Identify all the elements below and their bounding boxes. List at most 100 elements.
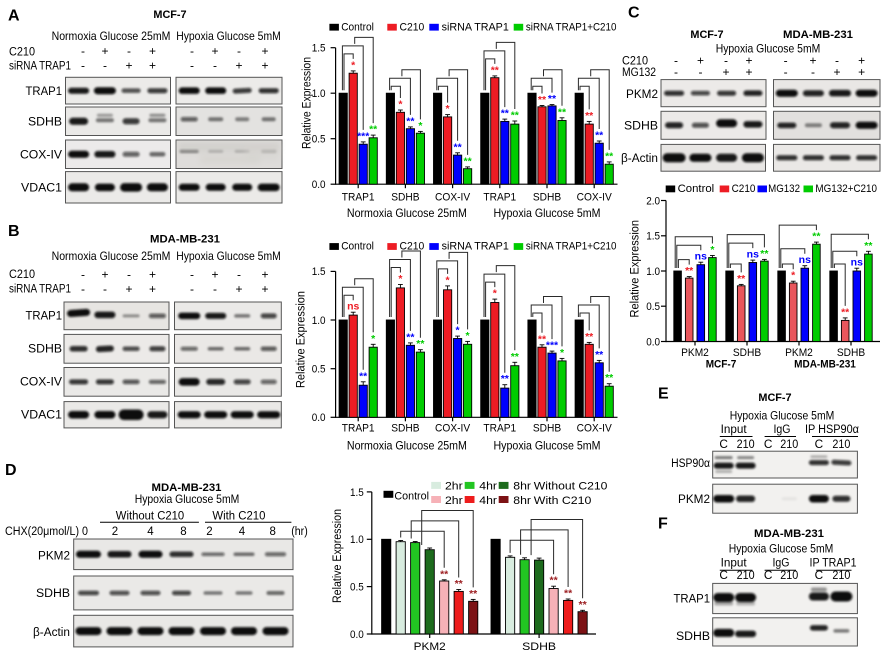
svg-text:4hr: 4hr bbox=[479, 495, 497, 507]
svg-text:**: ** bbox=[538, 333, 547, 345]
svg-text:-: - bbox=[127, 44, 131, 58]
svg-text:-: - bbox=[724, 53, 728, 67]
svg-text:**: ** bbox=[864, 240, 873, 252]
svg-text:COX-IV: COX-IV bbox=[435, 192, 471, 204]
svg-text:ns: ns bbox=[799, 254, 811, 266]
svg-text:siRNA TRAP1: siRNA TRAP1 bbox=[9, 61, 71, 73]
svg-text:210: 210 bbox=[737, 437, 755, 451]
svg-text:-: - bbox=[103, 59, 107, 73]
svg-text:C210: C210 bbox=[9, 269, 35, 281]
svg-text:-: - bbox=[81, 282, 85, 296]
svg-text:210: 210 bbox=[832, 568, 850, 582]
svg-text:*: * bbox=[418, 120, 423, 132]
svg-text:Hypoxia Glucose 5mM: Hypoxia Glucose 5mM bbox=[494, 440, 601, 453]
svg-text:VDAC1: VDAC1 bbox=[21, 410, 62, 422]
svg-text:SDHB: SDHB bbox=[391, 192, 419, 204]
svg-text:+: + bbox=[149, 268, 156, 282]
svg-text:*: * bbox=[466, 330, 471, 342]
svg-text:-: - bbox=[190, 44, 194, 58]
svg-text:TRAP1: TRAP1 bbox=[483, 192, 516, 204]
svg-text:Control: Control bbox=[678, 183, 715, 195]
svg-text:**: ** bbox=[595, 349, 604, 361]
svg-text:siRNA TRAP1+C210: siRNA TRAP1+C210 bbox=[526, 241, 617, 253]
svg-text:Hypoxia Glucose 5mM: Hypoxia Glucose 5mM bbox=[135, 493, 240, 506]
svg-text:B: B bbox=[8, 223, 20, 240]
svg-text:**: ** bbox=[558, 106, 567, 118]
svg-text:2hr: 2hr bbox=[445, 481, 463, 493]
svg-text:Normoxia Glucose 25mM: Normoxia Glucose 25mM bbox=[52, 250, 171, 263]
svg-text:With C210: With C210 bbox=[212, 511, 265, 523]
svg-text:+: + bbox=[261, 268, 268, 282]
svg-text:ns: ns bbox=[695, 251, 707, 263]
svg-text:IP HSP90α: IP HSP90α bbox=[805, 424, 859, 436]
svg-text:Control: Control bbox=[394, 490, 429, 502]
svg-text:C210: C210 bbox=[622, 55, 648, 67]
svg-text:+: + bbox=[858, 53, 865, 67]
svg-text:PKM2: PKM2 bbox=[678, 494, 710, 506]
svg-text:**: ** bbox=[605, 372, 614, 384]
svg-text:+: + bbox=[149, 282, 156, 296]
svg-text:MCF-7: MCF-7 bbox=[153, 9, 186, 21]
svg-text:**: ** bbox=[511, 351, 520, 363]
svg-text:C210: C210 bbox=[400, 241, 425, 253]
svg-text:Relative Expression: Relative Expression bbox=[296, 291, 308, 388]
svg-text:-: - bbox=[811, 65, 815, 79]
svg-text:VDAC1: VDAC1 bbox=[21, 182, 62, 194]
svg-text:*: * bbox=[446, 274, 451, 286]
svg-text:8hr: 8hr bbox=[513, 481, 531, 493]
svg-text:**: ** bbox=[491, 64, 500, 76]
svg-text:*: * bbox=[560, 347, 565, 359]
svg-text:210: 210 bbox=[780, 568, 798, 582]
svg-text:+: + bbox=[101, 268, 108, 282]
svg-text:SDHB: SDHB bbox=[733, 347, 761, 359]
svg-text:C210: C210 bbox=[732, 183, 756, 195]
svg-text:β-Actin: β-Actin bbox=[33, 627, 70, 639]
svg-text:**: ** bbox=[440, 568, 449, 580]
svg-text:CHX(20μmol/L) 0: CHX(20μmol/L) 0 bbox=[5, 526, 88, 538]
svg-text:MCF-7: MCF-7 bbox=[758, 392, 791, 404]
svg-text:HSP90α: HSP90α bbox=[671, 458, 710, 470]
svg-text:1.5: 1.5 bbox=[350, 487, 364, 499]
svg-text:TRAP1: TRAP1 bbox=[26, 86, 63, 98]
svg-text:SDHB: SDHB bbox=[837, 347, 865, 359]
svg-text:MDA-MB-231: MDA-MB-231 bbox=[754, 528, 824, 540]
svg-text:**: ** bbox=[369, 124, 378, 136]
svg-text:-: - bbox=[103, 282, 107, 296]
svg-text:Hypoxia Glucose 5mM: Hypoxia Glucose 5mM bbox=[494, 207, 601, 220]
svg-text:+: + bbox=[809, 53, 816, 67]
svg-text:With C210: With C210 bbox=[534, 495, 592, 507]
svg-text:IgG: IgG bbox=[773, 558, 790, 570]
svg-text:A: A bbox=[8, 8, 20, 25]
svg-text:**: ** bbox=[841, 306, 850, 318]
svg-text:+: + bbox=[722, 65, 729, 79]
svg-text:***: *** bbox=[357, 130, 370, 142]
svg-text:-: - bbox=[835, 53, 839, 67]
svg-text:β-Actin: β-Actin bbox=[621, 153, 658, 165]
svg-text:TRAP1: TRAP1 bbox=[26, 311, 63, 323]
svg-text:*: * bbox=[446, 103, 451, 115]
svg-text:-: - bbox=[237, 268, 241, 282]
svg-text:0.5: 0.5 bbox=[350, 582, 364, 594]
svg-text:SDHB: SDHB bbox=[676, 631, 710, 643]
svg-text:0.5: 0.5 bbox=[646, 301, 660, 313]
svg-text:-: - bbox=[699, 65, 703, 79]
svg-text:Input: Input bbox=[721, 424, 748, 436]
svg-text:8: 8 bbox=[180, 526, 186, 538]
svg-text:210: 210 bbox=[737, 568, 755, 582]
svg-text:***: *** bbox=[546, 340, 559, 352]
svg-text:+: + bbox=[697, 53, 704, 67]
svg-text:siRNA TRAP1+C210: siRNA TRAP1+C210 bbox=[526, 21, 617, 33]
svg-text:Control: Control bbox=[341, 21, 374, 33]
svg-text:MDA-MB-231: MDA-MB-231 bbox=[783, 29, 853, 41]
svg-text:-: - bbox=[190, 268, 194, 282]
svg-text:C: C bbox=[815, 437, 824, 451]
svg-text:-: - bbox=[674, 65, 678, 79]
svg-text:Relative Expression: Relative Expression bbox=[332, 509, 344, 603]
svg-text:C210: C210 bbox=[9, 47, 35, 59]
svg-text:-: - bbox=[784, 53, 788, 67]
svg-text:**: ** bbox=[548, 93, 557, 105]
svg-text:C210: C210 bbox=[400, 21, 425, 33]
svg-text:**: ** bbox=[760, 248, 769, 260]
svg-text:**: ** bbox=[416, 338, 425, 350]
svg-text:8hr: 8hr bbox=[513, 495, 531, 507]
